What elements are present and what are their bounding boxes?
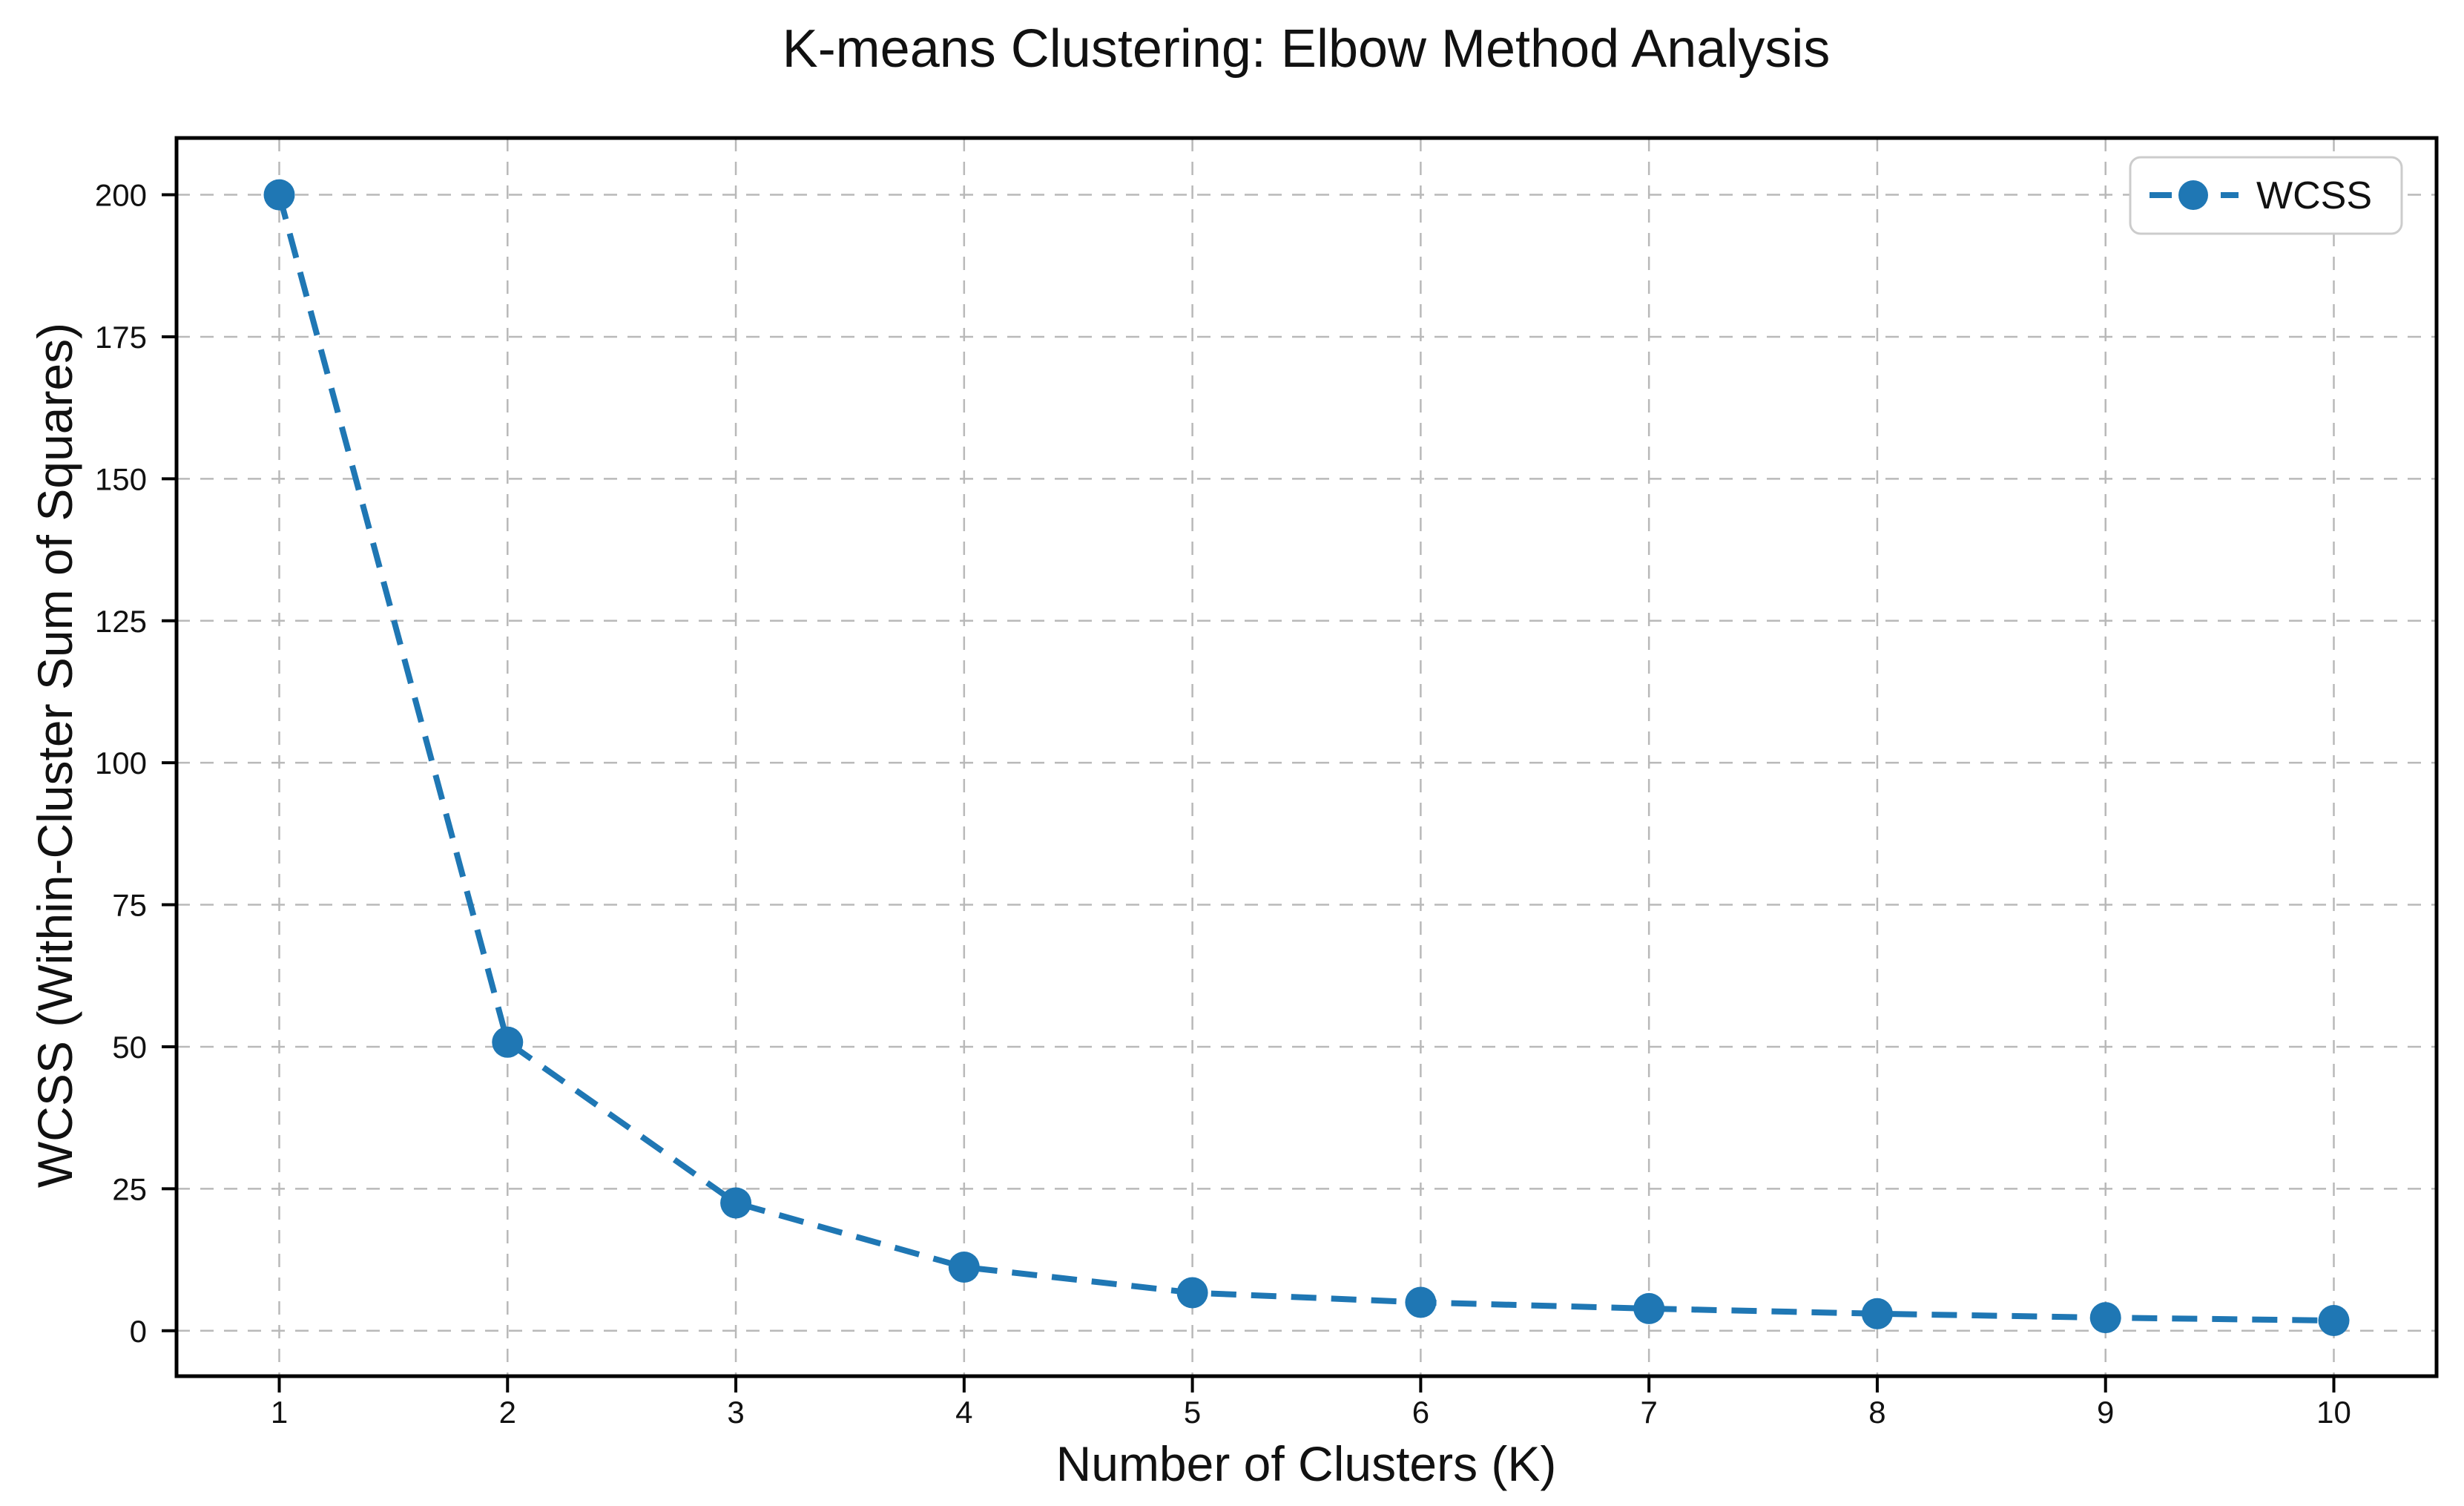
x-tick-label: 7 — [1640, 1395, 1657, 1430]
y-tick-label: 0 — [130, 1314, 147, 1349]
data-point — [720, 1187, 752, 1219]
y-tick-label: 25 — [112, 1171, 147, 1206]
plot-border — [174, 136, 2439, 1378]
y-tick-label: 50 — [112, 1030, 147, 1065]
x-tick-label: 9 — [2097, 1395, 2114, 1430]
y-tick-label: 100 — [95, 746, 147, 780]
y-tick-label: 175 — [95, 320, 147, 355]
data-point — [1861, 1298, 1893, 1329]
x-axis-label: Number of Clusters (K) — [1056, 1436, 1557, 1491]
axes-layer: 0 25 50 75 100 125 150 175 200 1 2 3 4 5 6 7 8 9 10 — [95, 136, 2439, 1430]
y-tick-label: 150 — [95, 461, 147, 496]
y-tick-label: 200 — [95, 178, 147, 213]
x-tick-label: 2 — [499, 1395, 516, 1430]
x-tick-label: 8 — [1868, 1395, 1885, 1430]
x-tick-label: 1 — [271, 1395, 288, 1430]
y-axis-label: WCSS (Within-Cluster Sum of Squares) — [27, 323, 82, 1188]
data-point — [1405, 1286, 1437, 1318]
data-point — [1176, 1277, 1208, 1309]
x-tick-label: 6 — [1412, 1395, 1429, 1430]
grid-layer — [177, 138, 2437, 1376]
series-layer — [263, 179, 2350, 1336]
series-line-wcss — [276, 194, 2334, 1323]
data-point — [2318, 1305, 2350, 1336]
legend-box — [2129, 156, 2403, 235]
chart-title: K-means Clustering: Elbow Method Analysi… — [783, 19, 1831, 79]
legend-sample-marker — [2178, 180, 2208, 210]
x-tick-label: 4 — [955, 1395, 972, 1430]
data-point — [1633, 1292, 1665, 1324]
y-tick-label: 125 — [95, 604, 147, 639]
data-point — [263, 179, 295, 211]
data-point — [492, 1026, 524, 1058]
x-tick-label: 5 — [1184, 1395, 1201, 1430]
data-point — [948, 1252, 980, 1283]
y-tick-label: 75 — [112, 888, 147, 923]
x-tick-label: 10 — [2316, 1395, 2351, 1430]
x-tick-label: 3 — [727, 1395, 744, 1430]
legend-label: WCSS — [2256, 174, 2372, 217]
legend: WCSS — [2129, 156, 2403, 235]
data-point — [2089, 1302, 2121, 1334]
